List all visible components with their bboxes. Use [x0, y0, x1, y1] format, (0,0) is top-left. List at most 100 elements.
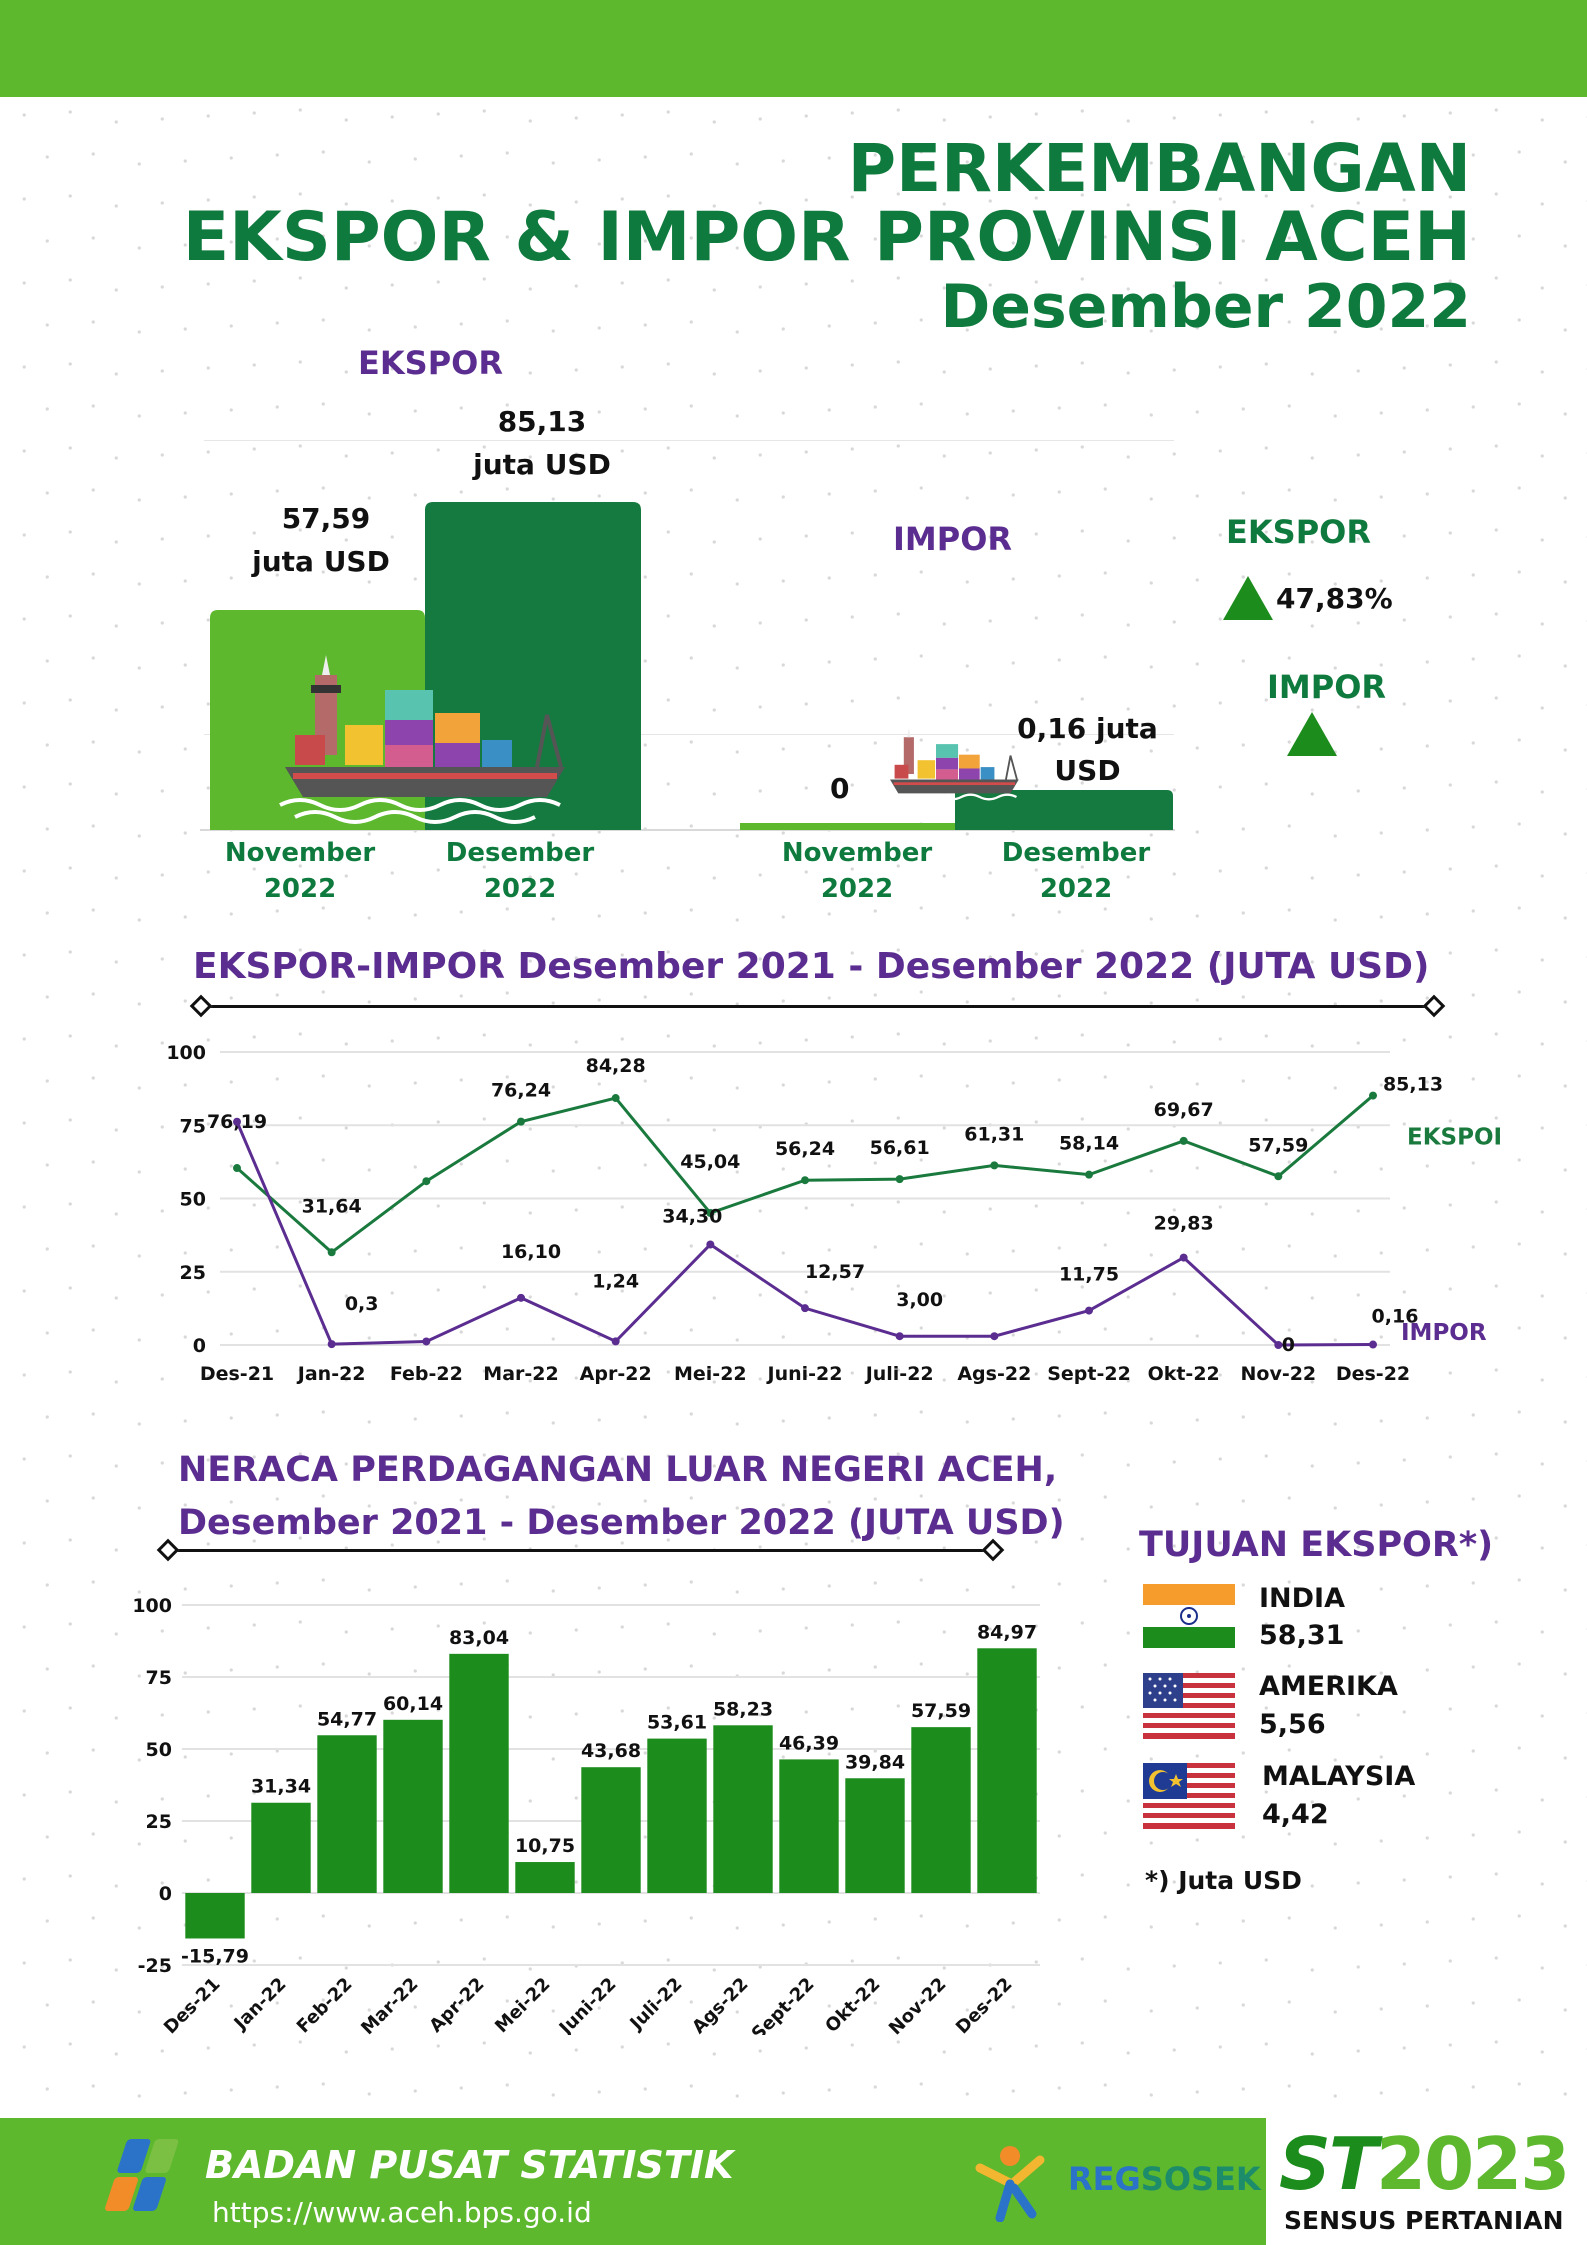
background-dot — [850, 2043, 854, 2047]
background-dot — [1011, 2005, 1015, 2009]
background-dot — [1034, 196, 1038, 200]
background-dot — [436, 1708, 440, 1712]
background-dot — [1563, 1924, 1567, 1928]
background-dot — [804, 450, 808, 454]
background-dot — [321, 1914, 325, 1918]
background-dot — [1011, 1249, 1015, 1253]
background-dot — [206, 1458, 210, 1462]
background-dot — [965, 412, 969, 416]
background-dot — [827, 156, 831, 160]
background-dot — [114, 1800, 118, 1804]
background-dot — [666, 950, 670, 954]
background-dot — [482, 1285, 486, 1289]
background-dot — [68, 1118, 72, 1122]
background-dot — [1471, 1245, 1475, 1249]
background-dot — [1195, 242, 1199, 246]
background-dot — [1310, 2052, 1314, 2056]
background-dot — [1379, 1419, 1383, 1423]
background-dot — [873, 741, 877, 745]
background-dot — [252, 1371, 256, 1375]
data-label: 58,14 — [1059, 1133, 1119, 1155]
background-dot — [1103, 739, 1107, 743]
background-dot — [1402, 1542, 1406, 1546]
balance-bar — [845, 1778, 905, 1893]
background-dot — [574, 200, 578, 204]
background-dot — [1310, 1884, 1314, 1888]
background-dot — [1034, 1624, 1038, 1628]
background-dot — [965, 1000, 969, 1004]
background-dot — [1172, 200, 1176, 204]
background-dot — [482, 445, 486, 449]
background-dot — [482, 2041, 486, 2045]
background-dot — [804, 954, 808, 958]
background-dot — [114, 456, 118, 460]
impor-des-value-line2: USD — [1054, 754, 1121, 787]
background-dot — [1448, 1035, 1452, 1039]
background-dot — [689, 656, 693, 660]
background-dot — [1218, 449, 1222, 453]
background-dot — [735, 2010, 739, 2014]
background-dot — [1264, 950, 1268, 954]
background-dot — [1172, 956, 1176, 960]
background-dot — [1011, 1501, 1015, 1505]
background-dot — [528, 875, 532, 879]
background-dot — [1080, 1873, 1084, 1877]
background-dot — [1310, 204, 1314, 208]
background-dot — [528, 1211, 532, 1215]
x-tick-label: Okt-22 — [821, 1974, 884, 2035]
background-dot — [1494, 192, 1498, 196]
background-dot — [183, 915, 187, 919]
background-dot — [1149, 1421, 1153, 1425]
background-dot — [1034, 952, 1038, 956]
background-dot — [643, 1163, 647, 1167]
background-dot — [1080, 445, 1084, 449]
background-dot — [344, 1042, 348, 1046]
background-dot — [988, 1459, 992, 1463]
background-dot — [804, 1626, 808, 1630]
org-url[interactable]: https://www.aceh.bps.go.id — [212, 2196, 592, 2229]
background-dot — [643, 407, 647, 411]
background-dot — [528, 1967, 532, 1971]
background-dot — [1264, 278, 1268, 282]
background-dot — [22, 1205, 26, 1209]
cargo-ship-small-icon — [887, 728, 1019, 801]
background-dot — [367, 1588, 371, 1592]
background-dot — [344, 1462, 348, 1466]
background-dot — [597, 2006, 601, 2010]
data-point-ekspor — [990, 1161, 999, 1170]
background-dot — [68, 194, 72, 198]
background-dot — [1402, 1038, 1406, 1042]
background-dot — [91, 320, 95, 324]
background-dot — [1264, 1286, 1268, 1290]
background-dot — [1356, 1041, 1360, 1045]
background-dot — [942, 1462, 946, 1466]
background-dot — [942, 706, 946, 710]
background-dot — [666, 194, 670, 198]
background-dot — [1218, 1877, 1222, 1881]
background-dot — [1080, 865, 1084, 869]
background-dot — [137, 918, 141, 922]
background-dot — [942, 1294, 946, 1298]
background-dot — [22, 1961, 26, 1965]
background-dot — [873, 2001, 877, 2005]
background-dot — [1425, 1920, 1429, 1924]
background-dot — [505, 319, 509, 323]
background-dot — [482, 1957, 486, 1961]
background-dot — [1425, 492, 1429, 496]
background-dot — [1494, 1872, 1498, 1876]
background-dot — [367, 160, 371, 164]
background-dot — [919, 2082, 923, 2086]
background-dot — [1149, 245, 1153, 249]
background-dot — [689, 824, 693, 828]
background-dot — [1356, 2049, 1360, 2053]
background-dot — [22, 1037, 26, 1041]
background-dot — [1241, 407, 1245, 411]
background-dot — [735, 246, 739, 250]
background-dot — [137, 1422, 141, 1426]
background-dot — [942, 538, 946, 542]
background-dot — [758, 453, 762, 457]
background-dot — [1333, 582, 1337, 586]
background-dot — [436, 1540, 440, 1544]
data-label: 58,23 — [713, 1698, 773, 1720]
balance-bar — [779, 1759, 839, 1893]
